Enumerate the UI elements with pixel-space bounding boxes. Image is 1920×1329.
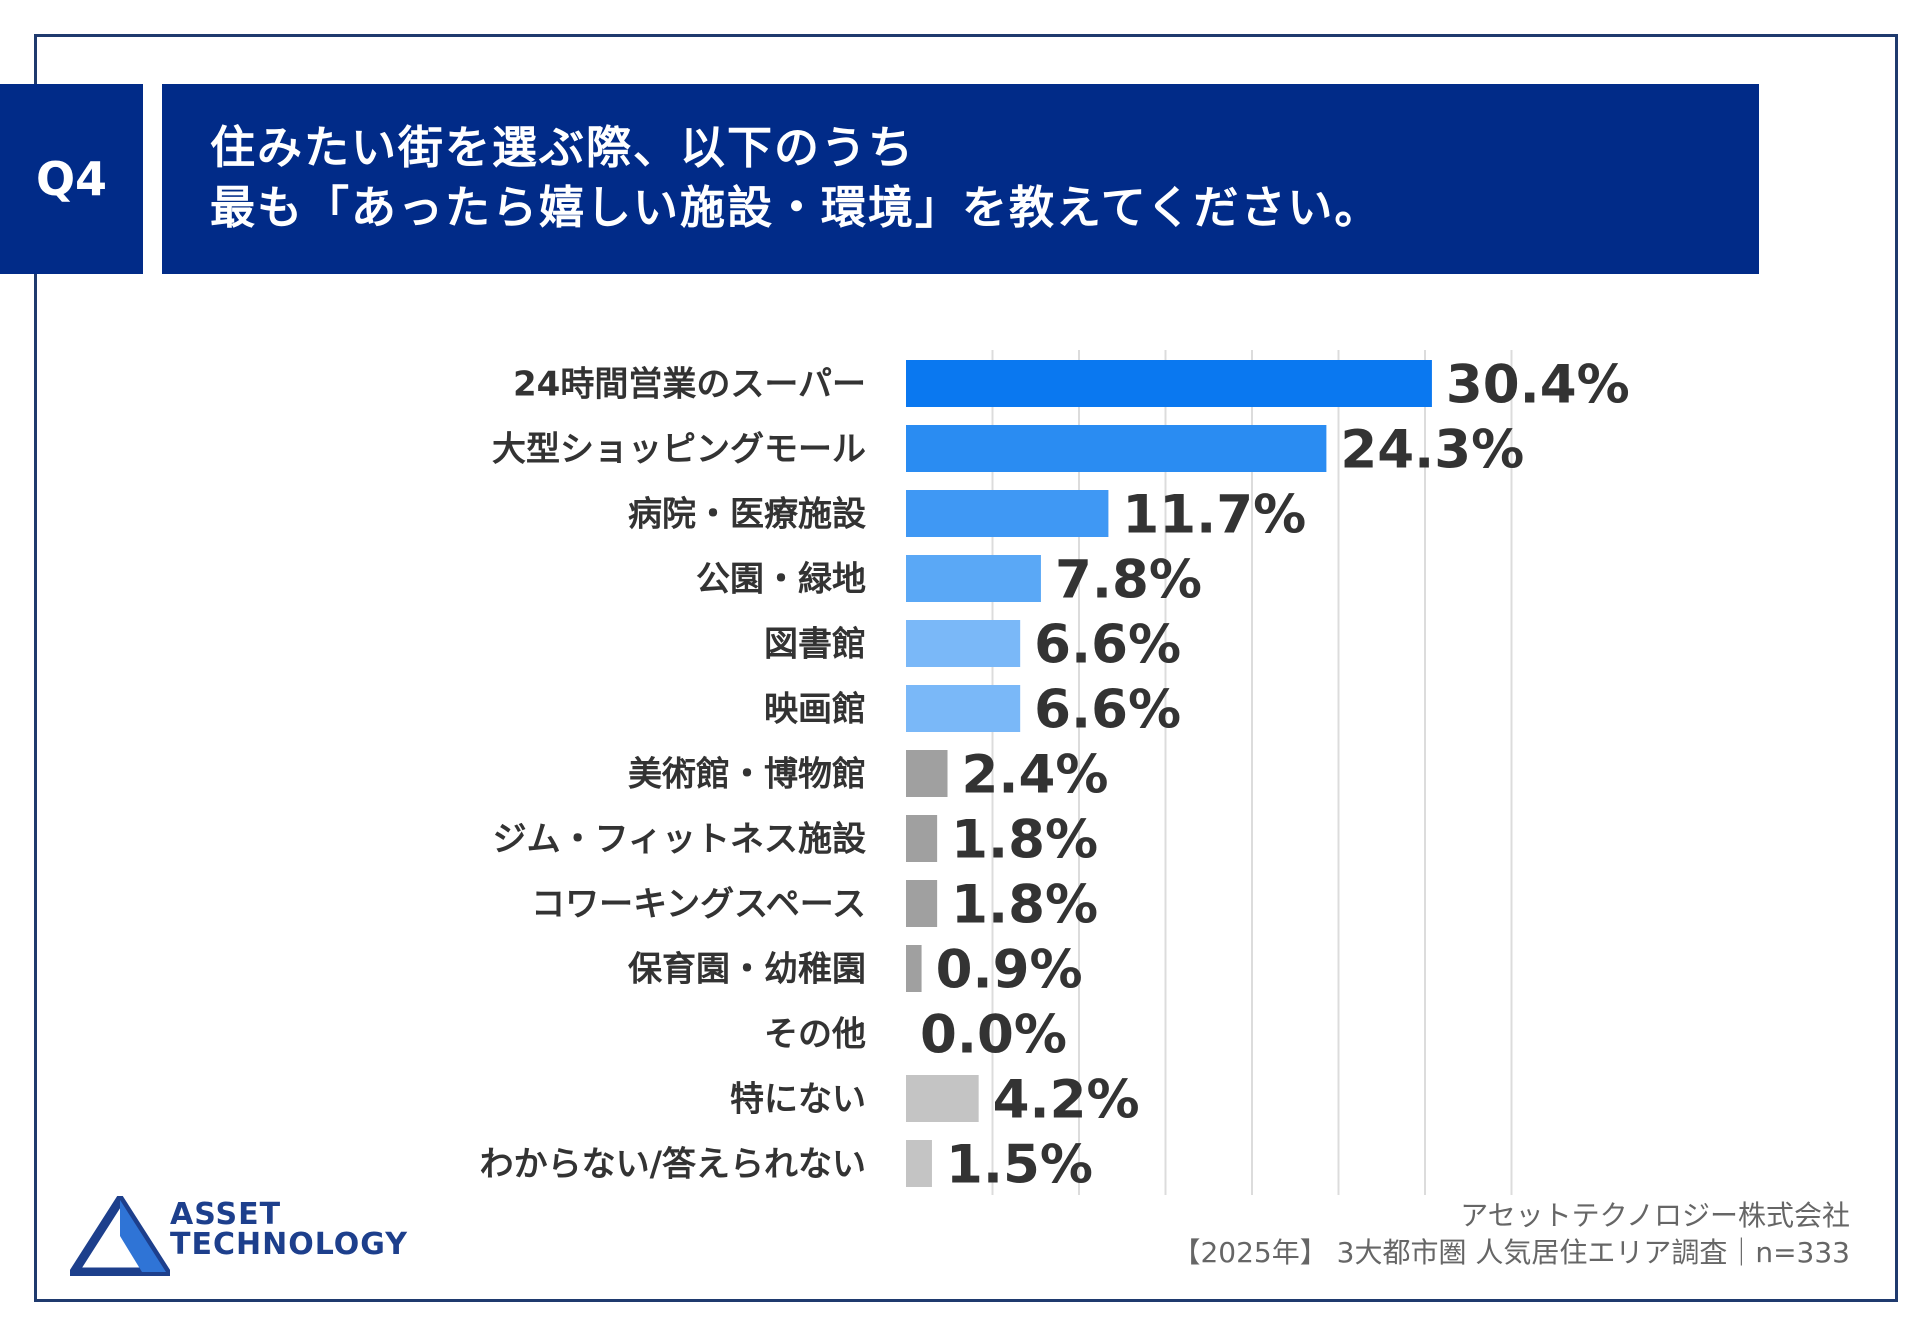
- category-label: 映画館: [764, 690, 866, 730]
- bar: [906, 945, 922, 992]
- value-label: 1.5%: [946, 1135, 1093, 1196]
- question-number: Q4: [35, 152, 108, 206]
- logo-text-line-2: TECHNOLOGY: [170, 1227, 408, 1262]
- value-label: 4.2%: [993, 1070, 1140, 1131]
- category-labels: 24時間営業のスーパー大型ショッピングモール病院・医療施設公園・緑地図書館映画館…: [480, 365, 866, 1185]
- bar: [906, 1140, 932, 1187]
- category-label: 保育園・幼稚園: [628, 950, 866, 990]
- category-label: 24時間営業のスーパー: [513, 365, 866, 405]
- bars: [906, 360, 1432, 1187]
- category-label: 病院・医療施設: [628, 495, 866, 535]
- bar: [906, 425, 1327, 472]
- value-label: 30.4%: [1446, 355, 1630, 416]
- chart-frame: [34, 34, 1898, 1302]
- bar: [906, 555, 1041, 602]
- category-label: その他: [764, 1015, 866, 1055]
- bar: [906, 620, 1021, 667]
- category-label: 美術館・博物館: [628, 755, 866, 795]
- value-label: 11.7%: [1122, 485, 1306, 546]
- value-label: 0.0%: [920, 1005, 1067, 1066]
- value-label: 0.9%: [936, 940, 1083, 1001]
- bar: [906, 750, 948, 797]
- bar: [906, 360, 1432, 407]
- question-title-line-1: 住みたい街を選ぶ際、以下のうち: [210, 121, 916, 174]
- logo-triangle-icon: [70, 1196, 170, 1276]
- value-label: 1.8%: [951, 810, 1098, 871]
- value-label: 24.3%: [1340, 420, 1524, 481]
- footer-company: アセットテクノロジー株式会社: [1460, 1199, 1850, 1232]
- bar: [906, 685, 1021, 732]
- bar: [906, 1075, 979, 1122]
- category-label: 大型ショッピングモール: [492, 430, 866, 470]
- category-label: 公園・緑地: [696, 560, 866, 600]
- logo-text-line-1: ASSET: [170, 1197, 282, 1232]
- value-label: 6.6%: [1034, 680, 1181, 741]
- question-title: 住みたい街を選ぶ際、以下のうち 最も「あったら嬉しい施設・環境」を教えてください…: [162, 84, 1759, 274]
- value-label: 1.8%: [951, 875, 1098, 936]
- category-label: 図書館: [764, 625, 866, 665]
- bar: [906, 815, 938, 862]
- question-number-badge: Q4: [0, 84, 143, 274]
- question-title-line-2: 最も「あったら嬉しい施設・環境」を教えてください。: [210, 181, 1382, 234]
- company-logo: ASSET TECHNOLOGY: [70, 1196, 450, 1276]
- category-label: ジム・フィットネス施設: [493, 820, 866, 860]
- value-label: 6.6%: [1034, 615, 1181, 676]
- footer-survey-info: 【2025年】 3大都市圏 人気居住エリア調査｜n=333: [1172, 1236, 1850, 1269]
- bar: [906, 490, 1109, 537]
- category-label: コワーキングスペース: [531, 885, 866, 925]
- category-label: わからない/答えられない: [480, 1145, 866, 1185]
- category-label: 特にない: [730, 1080, 866, 1120]
- value-labels: 30.4%24.3%11.7%7.8%6.6%6.6%2.4%1.8%1.8%0…: [920, 355, 1630, 1196]
- bar: [906, 880, 938, 927]
- value-label: 2.4%: [962, 745, 1109, 806]
- value-label: 7.8%: [1055, 550, 1202, 611]
